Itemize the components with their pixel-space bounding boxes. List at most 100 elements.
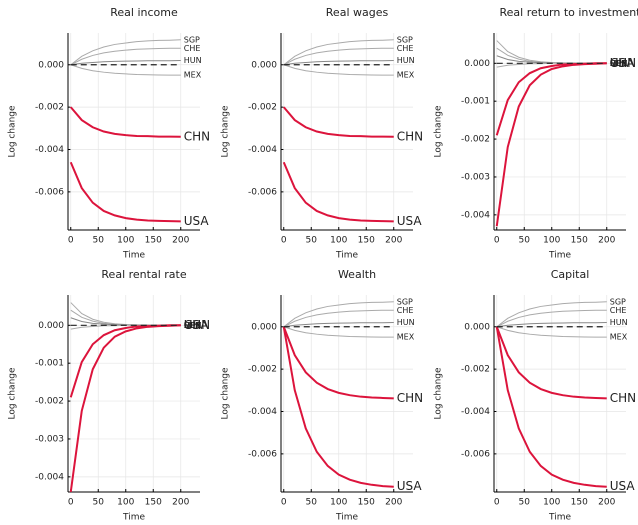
y-tick-label: -0.004 <box>35 145 64 155</box>
series-label: USA <box>397 214 423 228</box>
y-axis-label: Log change <box>434 367 444 420</box>
series-line <box>495 62 607 227</box>
x-tick-label: 100 <box>330 236 347 246</box>
x-tick-label: 150 <box>145 236 162 246</box>
series-label: HUN <box>610 59 628 68</box>
x-tick-label: 150 <box>145 498 162 508</box>
x-tick-label: 0 <box>68 498 74 508</box>
series-label: CHN <box>397 391 423 405</box>
y-tick-label: -0.004 <box>461 407 490 417</box>
series-line <box>70 64 181 76</box>
x-axis-label: Time <box>122 251 145 261</box>
y-tick-label: -0.003 <box>35 434 64 444</box>
x-tick-label: 50 <box>306 236 318 246</box>
y-axis-label: Log change <box>221 367 231 420</box>
series-line <box>496 309 607 328</box>
y-axis-label: Log change <box>8 105 18 158</box>
y-axis-label: Log change <box>8 367 18 420</box>
series-line <box>496 326 607 338</box>
series-label: SGP <box>610 297 626 306</box>
series-line <box>69 324 181 493</box>
series-line <box>496 322 607 328</box>
series-label: USA <box>610 56 636 70</box>
chart-title: Real return to investment <box>500 6 638 19</box>
series-label: USA <box>397 479 423 493</box>
x-tick-label: 0 <box>494 498 500 508</box>
x-tick-label: 0 <box>281 498 287 508</box>
series-label: HUN <box>610 318 628 327</box>
series-line <box>69 161 181 223</box>
series-label: MEX <box>610 333 628 342</box>
series-line <box>283 301 394 328</box>
x-tick-label: 50 <box>519 498 531 508</box>
series-line <box>70 47 181 66</box>
x-axis-label: Time <box>335 251 358 261</box>
y-tick-label: 0.000 <box>38 60 64 70</box>
x-axis-label: Time <box>122 513 145 523</box>
series-line <box>496 301 607 328</box>
y-tick-label: -0.006 <box>248 187 277 197</box>
series-label: MEX <box>184 321 202 330</box>
x-axis-label: Time <box>548 513 571 523</box>
series-line <box>283 309 394 328</box>
y-tick-label: -0.006 <box>35 187 64 197</box>
x-axis-label: Time <box>335 513 358 523</box>
series-label: SGP <box>610 59 626 68</box>
chart-title: Real income <box>110 6 178 19</box>
y-tick-label: -0.004 <box>248 145 277 155</box>
series-label: CHE <box>397 44 414 53</box>
x-tick-label: 150 <box>571 498 588 508</box>
series-label: CHE <box>184 321 201 330</box>
chart-title: Real rental rate <box>101 268 186 281</box>
series-line <box>282 326 394 400</box>
x-tick-label: 50 <box>306 498 318 508</box>
x-tick-label: 200 <box>385 236 402 246</box>
series-label: CHN <box>397 129 423 143</box>
y-tick-label: -0.002 <box>35 103 64 113</box>
series-line <box>495 326 607 488</box>
x-tick-label: 50 <box>93 236 105 246</box>
x-tick-label: 150 <box>571 236 588 246</box>
y-tick-label: 0.000 <box>464 59 490 69</box>
x-tick-label: 100 <box>117 236 134 246</box>
chart-title: Real wages <box>326 6 389 19</box>
series-label: USA <box>184 318 210 332</box>
series-label: SGP <box>397 297 413 306</box>
series-label: MEX <box>397 333 415 342</box>
y-tick-label: -0.002 <box>35 397 64 407</box>
x-tick-label: 50 <box>519 236 531 246</box>
y-tick-label: -0.001 <box>461 97 490 107</box>
y-tick-label: -0.002 <box>461 365 490 375</box>
series-line <box>495 326 607 400</box>
y-tick-label: -0.004 <box>248 407 277 417</box>
y-tick-label: -0.004 <box>461 210 490 220</box>
y-tick-label: 0.000 <box>464 322 490 332</box>
series-label: USA <box>184 214 210 228</box>
y-tick-label: -0.003 <box>461 172 490 182</box>
series-label: HUN <box>397 56 415 65</box>
series-label: HUN <box>184 321 202 330</box>
y-tick-label: 0.000 <box>251 60 277 70</box>
series-label: HUN <box>184 56 202 65</box>
series-label: USA <box>610 479 636 493</box>
series-line <box>283 322 394 328</box>
x-tick-label: 100 <box>543 236 560 246</box>
series-label: MEX <box>397 71 415 80</box>
y-tick-label: -0.006 <box>248 449 277 459</box>
series-line <box>283 39 394 66</box>
y-tick-label: -0.002 <box>248 365 277 375</box>
x-tick-label: 100 <box>117 498 134 508</box>
series-label: CHE <box>610 306 627 315</box>
y-tick-label: -0.006 <box>461 449 490 459</box>
chart-title: Capital <box>551 268 590 281</box>
series-label: MEX <box>184 71 202 80</box>
x-tick-label: 150 <box>358 498 375 508</box>
series-label: MEX <box>610 59 628 68</box>
series-line <box>282 161 394 223</box>
x-tick-label: 200 <box>172 236 189 246</box>
x-tick-label: 0 <box>68 236 74 246</box>
series-line <box>283 326 394 338</box>
x-tick-label: 100 <box>330 498 347 508</box>
y-axis-label: Log change <box>221 105 231 158</box>
